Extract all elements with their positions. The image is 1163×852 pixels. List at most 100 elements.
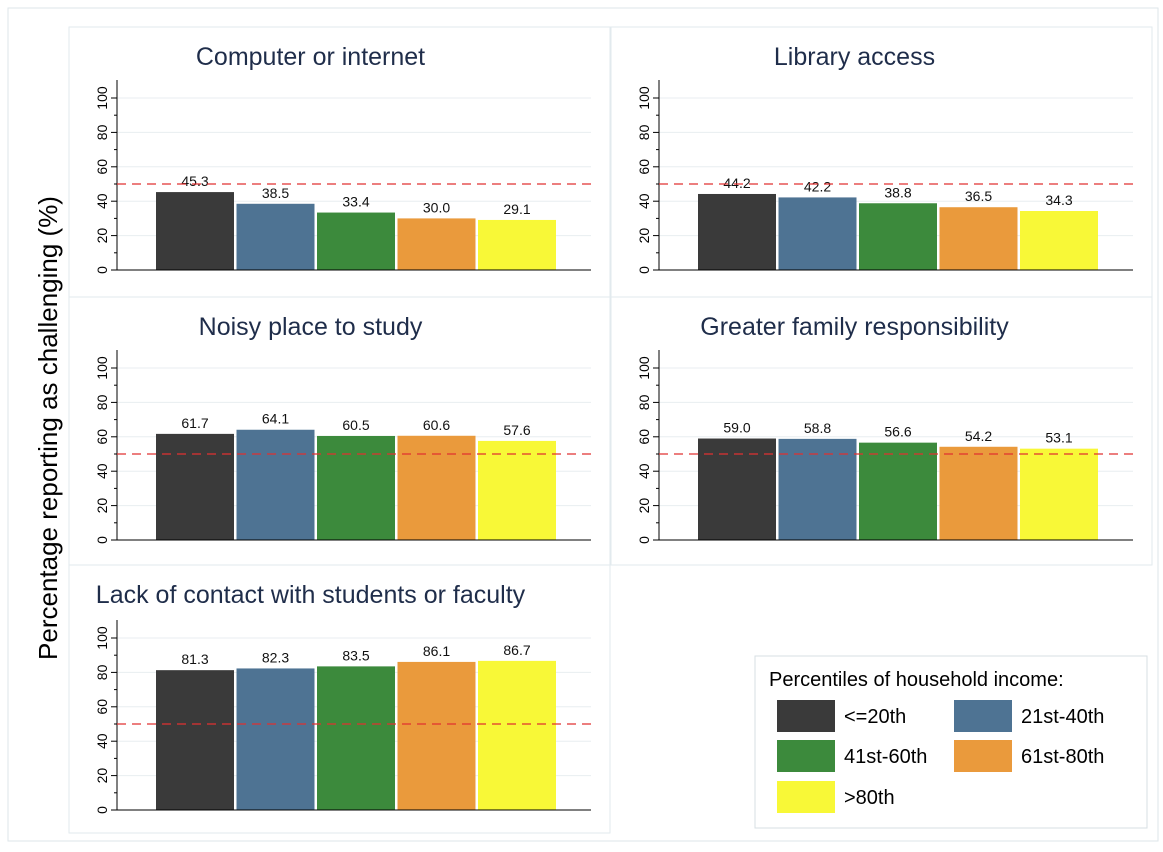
bar-value-label: 86.1 bbox=[423, 643, 450, 659]
y-tick-label: 60 bbox=[636, 429, 652, 445]
bar bbox=[397, 435, 476, 540]
y-tick-label: 100 bbox=[94, 626, 110, 650]
y-tick-label: 100 bbox=[94, 356, 110, 380]
y-tick-label: 20 bbox=[636, 228, 652, 244]
y-tick-label: 20 bbox=[94, 228, 110, 244]
legend-swatch bbox=[777, 781, 835, 813]
y-tick-label: 80 bbox=[94, 664, 110, 680]
bar bbox=[859, 203, 937, 270]
y-tick-label: 0 bbox=[94, 266, 110, 274]
bar bbox=[236, 203, 315, 270]
y-tick-label: 60 bbox=[94, 159, 110, 175]
legend-label: <=20th bbox=[844, 706, 906, 728]
legend-swatch bbox=[777, 740, 835, 772]
y-tick-label: 80 bbox=[636, 394, 652, 410]
y-tick-label: 40 bbox=[636, 463, 652, 479]
legend-title: Percentiles of household income: bbox=[769, 669, 1064, 691]
bar-value-label: 30.0 bbox=[423, 199, 450, 215]
bar-value-label: 33.4 bbox=[342, 194, 369, 210]
y-tick-label: 0 bbox=[636, 266, 652, 274]
legend-swatch bbox=[777, 700, 835, 732]
panel-title: Noisy place to study bbox=[199, 313, 423, 341]
panel-title: Library access bbox=[774, 43, 935, 71]
bar-value-label: 81.3 bbox=[181, 651, 208, 667]
bar bbox=[236, 429, 315, 540]
panel-title: Computer or internet bbox=[196, 43, 425, 71]
bar bbox=[478, 219, 556, 270]
y-tick-label: 40 bbox=[94, 463, 110, 479]
bar bbox=[397, 661, 476, 810]
bar bbox=[156, 670, 234, 810]
bar-value-label: 54.2 bbox=[965, 428, 992, 444]
bar-value-label: 44.2 bbox=[723, 175, 750, 191]
legend-label: 41st-60th bbox=[844, 746, 927, 768]
y-tick-label: 80 bbox=[636, 124, 652, 140]
legend-swatch bbox=[954, 740, 1012, 772]
y-tick-label: 40 bbox=[94, 733, 110, 749]
y-tick-label: 100 bbox=[636, 86, 652, 110]
bar bbox=[317, 212, 395, 270]
bar-value-label: 61.7 bbox=[181, 415, 208, 431]
y-tick-label: 60 bbox=[94, 429, 110, 445]
bar bbox=[317, 435, 395, 540]
panel-title: Greater family responsibility bbox=[700, 313, 1009, 341]
bar-value-label: 64.1 bbox=[262, 411, 289, 427]
y-tick-label: 0 bbox=[94, 536, 110, 544]
y-tick-label: 40 bbox=[636, 193, 652, 209]
bar bbox=[778, 438, 857, 540]
bar bbox=[859, 442, 937, 540]
bar-value-label: 57.6 bbox=[503, 422, 530, 438]
bar bbox=[156, 433, 234, 540]
bar bbox=[478, 660, 556, 810]
y-tick-label: 0 bbox=[636, 536, 652, 544]
bar-value-label: 58.8 bbox=[804, 420, 831, 436]
bar bbox=[317, 666, 395, 810]
y-tick-label: 40 bbox=[94, 193, 110, 209]
legend-label: 61st-80th bbox=[1021, 746, 1104, 768]
bar-value-label: 83.5 bbox=[342, 647, 369, 663]
bar-value-label: 29.1 bbox=[503, 201, 530, 217]
bar-value-label: 82.3 bbox=[262, 649, 289, 665]
bar-value-label: 34.3 bbox=[1045, 192, 1072, 208]
bar-value-label: 60.5 bbox=[342, 417, 369, 433]
bar bbox=[939, 207, 1018, 270]
bar-value-label: 53.1 bbox=[1045, 430, 1072, 446]
bar bbox=[236, 668, 315, 810]
y-tick-label: 60 bbox=[636, 159, 652, 175]
bar bbox=[698, 438, 776, 540]
bar-value-label: 86.7 bbox=[503, 642, 530, 658]
y-tick-label: 80 bbox=[94, 124, 110, 140]
y-axis-label: Percentage reporting as challenging (%) bbox=[33, 196, 63, 660]
legend-swatch bbox=[954, 700, 1012, 732]
bar-value-label: 45.3 bbox=[181, 173, 208, 189]
bar bbox=[698, 193, 776, 270]
y-tick-label: 0 bbox=[94, 806, 110, 814]
bar-value-label: 59.0 bbox=[723, 420, 750, 436]
bar-value-label: 60.6 bbox=[423, 417, 450, 433]
panel-title: Lack of contact with students or faculty bbox=[96, 581, 526, 609]
y-tick-label: 20 bbox=[636, 498, 652, 514]
y-tick-label: 100 bbox=[94, 86, 110, 110]
bar bbox=[397, 218, 476, 270]
y-tick-label: 60 bbox=[94, 699, 110, 715]
bar bbox=[939, 446, 1018, 540]
panel-frame bbox=[610, 296, 1153, 566]
panel-frame bbox=[68, 564, 611, 834]
bar-value-label: 38.8 bbox=[884, 184, 911, 200]
bar bbox=[478, 440, 556, 540]
bar-value-label: 36.5 bbox=[965, 188, 992, 204]
y-tick-label: 80 bbox=[94, 394, 110, 410]
y-tick-label: 20 bbox=[94, 768, 110, 784]
bar bbox=[1020, 448, 1098, 540]
bar-value-label: 38.5 bbox=[262, 185, 289, 201]
bar-value-label: 56.6 bbox=[884, 424, 911, 440]
bar bbox=[778, 197, 857, 270]
legend-label: 21st-40th bbox=[1021, 706, 1104, 728]
legend-label: >80th bbox=[844, 787, 895, 809]
outer-frame bbox=[7, 7, 1159, 842]
bar-value-label: 42.2 bbox=[804, 178, 831, 194]
y-tick-label: 20 bbox=[94, 498, 110, 514]
bar bbox=[156, 192, 234, 270]
